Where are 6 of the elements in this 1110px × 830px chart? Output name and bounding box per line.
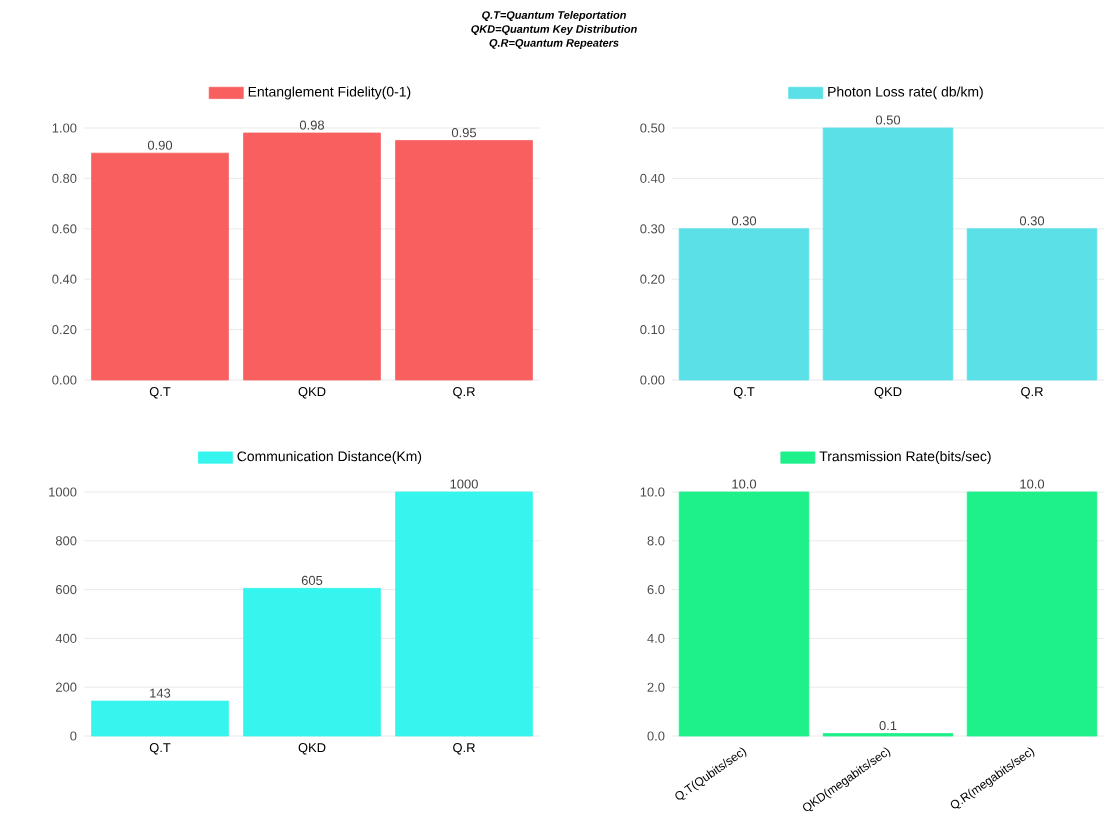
bar — [243, 132, 381, 381]
bar — [91, 700, 229, 737]
bar — [91, 152, 229, 381]
bar — [395, 140, 533, 381]
bar — [243, 587, 381, 737]
bar — [395, 491, 533, 737]
